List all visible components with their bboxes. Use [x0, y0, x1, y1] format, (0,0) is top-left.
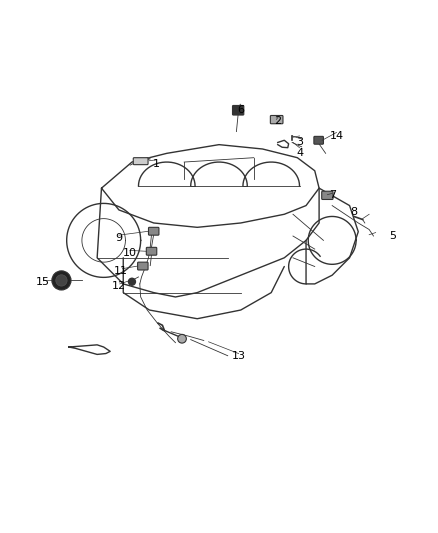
Text: 12: 12	[112, 281, 126, 291]
Text: 3: 3	[296, 138, 303, 148]
Text: 8: 8	[350, 207, 357, 217]
Text: 14: 14	[329, 131, 343, 141]
Circle shape	[52, 271, 71, 290]
FancyBboxPatch shape	[233, 106, 244, 115]
Circle shape	[56, 275, 67, 286]
Circle shape	[128, 278, 135, 285]
Text: 13: 13	[232, 351, 246, 361]
FancyBboxPatch shape	[270, 116, 283, 124]
Circle shape	[178, 334, 186, 343]
Text: 9: 9	[115, 233, 123, 243]
FancyBboxPatch shape	[314, 136, 323, 144]
Text: 2: 2	[274, 116, 281, 126]
Text: 5: 5	[389, 231, 396, 241]
Text: 7: 7	[328, 190, 336, 200]
Text: 11: 11	[114, 266, 128, 276]
FancyBboxPatch shape	[148, 228, 159, 235]
FancyBboxPatch shape	[138, 262, 148, 270]
Text: 15: 15	[36, 277, 50, 287]
FancyBboxPatch shape	[322, 191, 333, 199]
FancyBboxPatch shape	[133, 158, 148, 165]
Text: 4: 4	[296, 148, 303, 158]
Text: 6: 6	[237, 105, 244, 115]
Text: 1: 1	[152, 159, 159, 169]
FancyBboxPatch shape	[146, 247, 157, 255]
Text: 10: 10	[123, 248, 137, 259]
